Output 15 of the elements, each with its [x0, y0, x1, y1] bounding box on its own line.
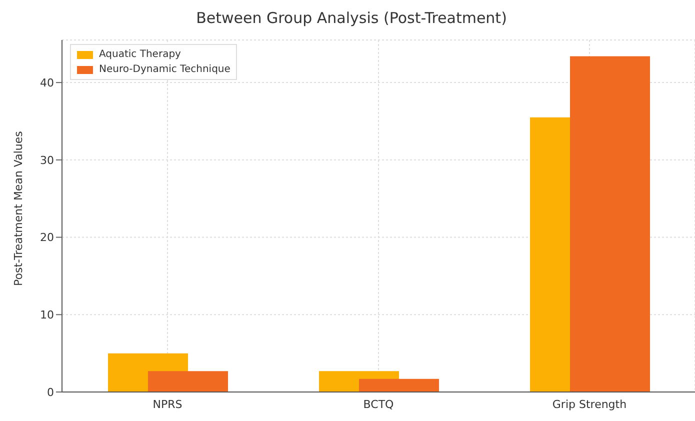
bar	[148, 371, 228, 392]
x-tick-label: NPRS	[152, 398, 182, 411]
chart-title: Between Group Analysis (Post-Treatment)	[195, 8, 508, 29]
legend-label: Aquatic Therapy	[99, 48, 181, 62]
x-tick-label: Grip Strength	[552, 398, 627, 411]
y-tick-label: 10	[40, 308, 54, 322]
legend-label: Neuro-Dynamic Technique	[99, 63, 230, 77]
y-tick-label: 0	[47, 386, 54, 399]
x-tick-label: BCTQ	[363, 398, 394, 411]
bar	[570, 56, 650, 392]
y-tick-label: 20	[40, 231, 54, 244]
bar	[359, 378, 439, 392]
y-tick-label: 30	[40, 154, 54, 167]
y-tick-label: 40	[40, 76, 54, 90]
y-axis-title: Post-Treatment Mean Values	[12, 130, 25, 286]
